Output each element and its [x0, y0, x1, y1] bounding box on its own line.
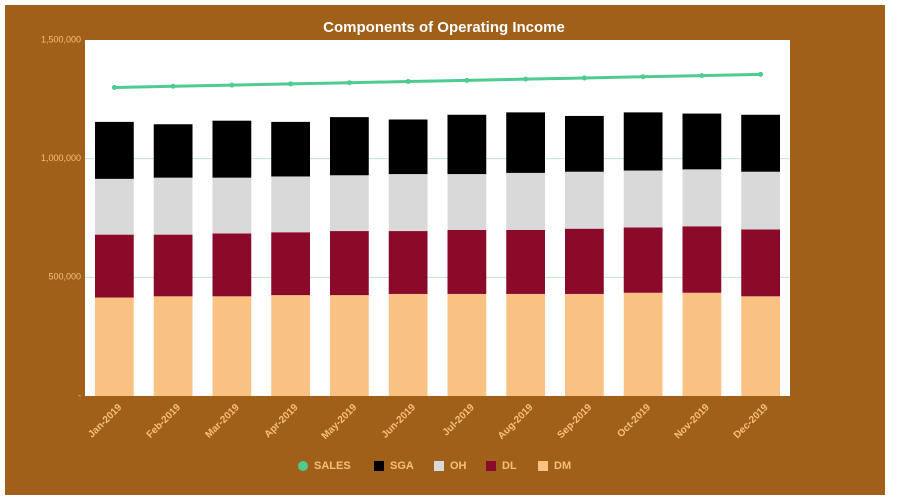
- line-point: [464, 77, 470, 83]
- legend-label: OH: [450, 460, 467, 472]
- y-tick-label: -: [78, 390, 81, 400]
- legend-marker: [374, 461, 384, 471]
- bar-segment: [388, 293, 428, 396]
- line-point: [405, 79, 411, 85]
- bar-segment: [153, 296, 193, 396]
- bar-segment: [506, 172, 546, 230]
- legend-label: DM: [554, 460, 571, 472]
- bar-segment: [623, 292, 663, 396]
- bar-segment: [564, 228, 604, 294]
- legend-marker: [298, 461, 308, 471]
- bar-segment: [212, 120, 252, 178]
- legend-label: SGA: [390, 460, 414, 472]
- y-tick-label: 500,000: [48, 272, 81, 282]
- legend-marker: [434, 461, 444, 471]
- bar-segment: [447, 114, 487, 175]
- bar-segment: [447, 229, 487, 294]
- bar-segment: [682, 292, 722, 396]
- line-point: [523, 76, 529, 82]
- bar-segment: [94, 121, 134, 179]
- bar-segment: [623, 170, 663, 228]
- bar-segment: [623, 227, 663, 293]
- bar-segment: [741, 229, 781, 297]
- line-point: [699, 73, 705, 79]
- bar-segment: [329, 231, 369, 296]
- bar-segment: [329, 295, 369, 396]
- bar-segment: [271, 295, 311, 396]
- line-point: [288, 81, 294, 87]
- plot-area: [85, 40, 790, 396]
- bar-segment: [271, 176, 311, 233]
- bar-segment: [564, 293, 604, 396]
- bar-segment: [506, 112, 546, 173]
- bar-segment: [447, 293, 487, 396]
- bar-segment: [506, 293, 546, 396]
- chart-title: Components of Operating Income: [323, 19, 565, 36]
- bar-segment: [564, 171, 604, 229]
- bar-segment: [741, 171, 781, 230]
- bar-segment: [212, 233, 252, 297]
- y-tick-label: 1,500,000: [41, 34, 81, 44]
- line-series: [114, 72, 761, 89]
- bar-segment: [94, 297, 134, 396]
- legend-label: SALES: [314, 460, 351, 472]
- bar-segment: [388, 174, 428, 232]
- bar-segment: [564, 115, 604, 172]
- bar-segment: [94, 234, 134, 298]
- line-point: [640, 74, 646, 80]
- y-tick-label: 1,000,000: [41, 153, 81, 163]
- bar-segment: [388, 119, 428, 175]
- bar-segment: [682, 226, 722, 293]
- line-point: [229, 82, 235, 88]
- line-point: [346, 80, 352, 86]
- bar-segment: [153, 234, 193, 297]
- legend-marker: [538, 461, 548, 471]
- bar-segment: [153, 177, 193, 235]
- legend-marker: [486, 461, 496, 471]
- bar-segment: [623, 112, 663, 171]
- bar-segment: [271, 232, 311, 296]
- bar-segment: [271, 121, 311, 177]
- bar-segment: [94, 178, 134, 235]
- bar-segment: [212, 296, 252, 396]
- bar-segment: [506, 229, 546, 294]
- bar-segment: [329, 117, 369, 176]
- line-point: [758, 71, 764, 77]
- bar-segment: [682, 169, 722, 227]
- line-point: [111, 84, 117, 90]
- bar-segment: [329, 175, 369, 232]
- bar-segment: [447, 174, 487, 230]
- bar-segment: [682, 113, 722, 170]
- legend-label: DL: [502, 460, 517, 472]
- line-point: [170, 83, 176, 89]
- bar-segment: [153, 124, 193, 178]
- bar-segment: [388, 231, 428, 294]
- bar-segment: [741, 296, 781, 396]
- line-point: [581, 75, 587, 81]
- bar-segment: [212, 177, 252, 234]
- bar-segment: [741, 114, 781, 172]
